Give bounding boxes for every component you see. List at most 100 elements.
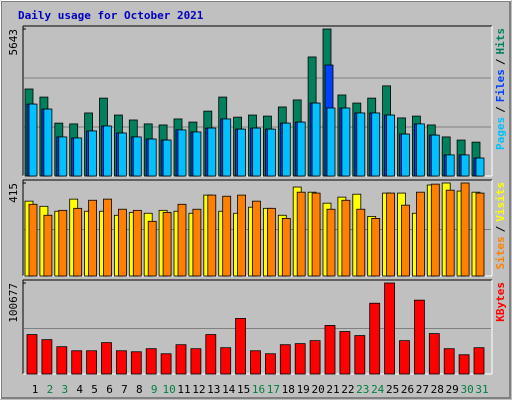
x-tick-label: 24 bbox=[371, 383, 385, 396]
bar bbox=[220, 347, 232, 375]
bar bbox=[132, 209, 142, 277]
bar bbox=[326, 107, 336, 177]
bar bbox=[428, 333, 440, 375]
bar bbox=[443, 348, 455, 375]
bar bbox=[147, 138, 157, 177]
x-tick-label: 2 bbox=[47, 383, 54, 396]
x-tick-label: 19 bbox=[297, 383, 310, 396]
bar bbox=[311, 192, 321, 277]
bar bbox=[371, 218, 381, 277]
bar bbox=[266, 207, 276, 277]
bar bbox=[56, 346, 68, 375]
x-tick-label: 3 bbox=[61, 383, 68, 396]
x-tick-label: 25 bbox=[386, 383, 399, 396]
bar bbox=[281, 122, 291, 177]
legend-entry: Visits bbox=[494, 182, 507, 222]
x-tick-label: 6 bbox=[106, 383, 113, 396]
bar bbox=[145, 348, 157, 375]
bar bbox=[177, 129, 187, 177]
bar bbox=[88, 130, 97, 177]
bar bbox=[162, 139, 172, 177]
bar bbox=[118, 208, 127, 277]
x-tick-label: 8 bbox=[136, 383, 143, 396]
bar bbox=[413, 299, 425, 375]
bar bbox=[41, 339, 53, 375]
bar bbox=[458, 354, 470, 375]
bar bbox=[73, 137, 83, 177]
bar bbox=[311, 102, 321, 177]
bar bbox=[341, 107, 351, 177]
legend: Sites / Visits bbox=[494, 182, 507, 270]
bar bbox=[28, 103, 38, 177]
bar bbox=[401, 204, 410, 277]
x-tick-label: 5 bbox=[91, 383, 98, 396]
bar bbox=[192, 208, 202, 277]
y-tick-label: 415 bbox=[7, 183, 20, 203]
bar bbox=[339, 331, 351, 375]
bar bbox=[71, 350, 83, 375]
bar bbox=[26, 334, 38, 375]
bar bbox=[160, 353, 172, 375]
x-tick-label: 31 bbox=[475, 383, 488, 396]
bar bbox=[475, 192, 485, 277]
x-tick-label: 20 bbox=[311, 383, 324, 396]
bar bbox=[235, 318, 247, 375]
bar bbox=[264, 353, 276, 375]
bar bbox=[207, 194, 217, 277]
bar bbox=[86, 350, 97, 375]
y-tick-label: 100677 bbox=[7, 283, 20, 323]
bar bbox=[190, 348, 202, 375]
bar bbox=[326, 208, 336, 277]
x-tick-label: 15 bbox=[237, 383, 250, 396]
bar bbox=[43, 108, 53, 177]
bar bbox=[132, 136, 142, 177]
legend-entry: Hits bbox=[494, 28, 507, 55]
legend-entry: Sites bbox=[494, 236, 507, 269]
x-tick-label: 13 bbox=[207, 383, 220, 396]
y-tick-label: 5643 bbox=[7, 29, 20, 56]
bar bbox=[58, 209, 68, 277]
bar bbox=[296, 191, 306, 277]
bar bbox=[324, 325, 336, 375]
bar bbox=[430, 134, 440, 177]
bar bbox=[101, 342, 112, 375]
bar bbox=[58, 136, 68, 177]
bar bbox=[460, 182, 470, 277]
bar bbox=[192, 131, 202, 177]
bar bbox=[296, 121, 306, 177]
bar bbox=[162, 211, 172, 277]
bar bbox=[386, 192, 396, 277]
bar bbox=[473, 347, 485, 375]
bar bbox=[384, 282, 396, 375]
legend: KBytes bbox=[494, 282, 507, 322]
x-tick-label: 16 bbox=[252, 383, 265, 396]
bar bbox=[430, 183, 440, 277]
x-tick-label: 4 bbox=[76, 383, 83, 396]
x-tick-label: 28 bbox=[431, 383, 444, 396]
bar bbox=[266, 128, 276, 177]
bar bbox=[356, 208, 366, 277]
bar bbox=[460, 154, 470, 177]
x-tick-label: 17 bbox=[267, 383, 280, 396]
bar bbox=[207, 127, 217, 177]
bar bbox=[445, 154, 455, 177]
legend: Pages / Files / Hits bbox=[494, 28, 507, 150]
bar bbox=[354, 335, 366, 375]
bar bbox=[88, 199, 97, 277]
bar bbox=[281, 218, 291, 277]
x-tick-label: 26 bbox=[401, 383, 414, 396]
bar bbox=[356, 112, 366, 177]
bar bbox=[294, 343, 306, 375]
chart-title: Daily usage for October 2021 bbox=[18, 9, 204, 22]
bar bbox=[252, 200, 261, 277]
x-tick-label: 29 bbox=[446, 383, 459, 396]
bar bbox=[147, 220, 157, 277]
x-tick-label: 23 bbox=[356, 383, 369, 396]
x-tick-label: 14 bbox=[222, 383, 236, 396]
legend-separator: / bbox=[494, 225, 507, 232]
bar bbox=[309, 340, 321, 375]
bar bbox=[371, 112, 381, 177]
bar bbox=[222, 118, 232, 177]
bar bbox=[73, 207, 83, 277]
